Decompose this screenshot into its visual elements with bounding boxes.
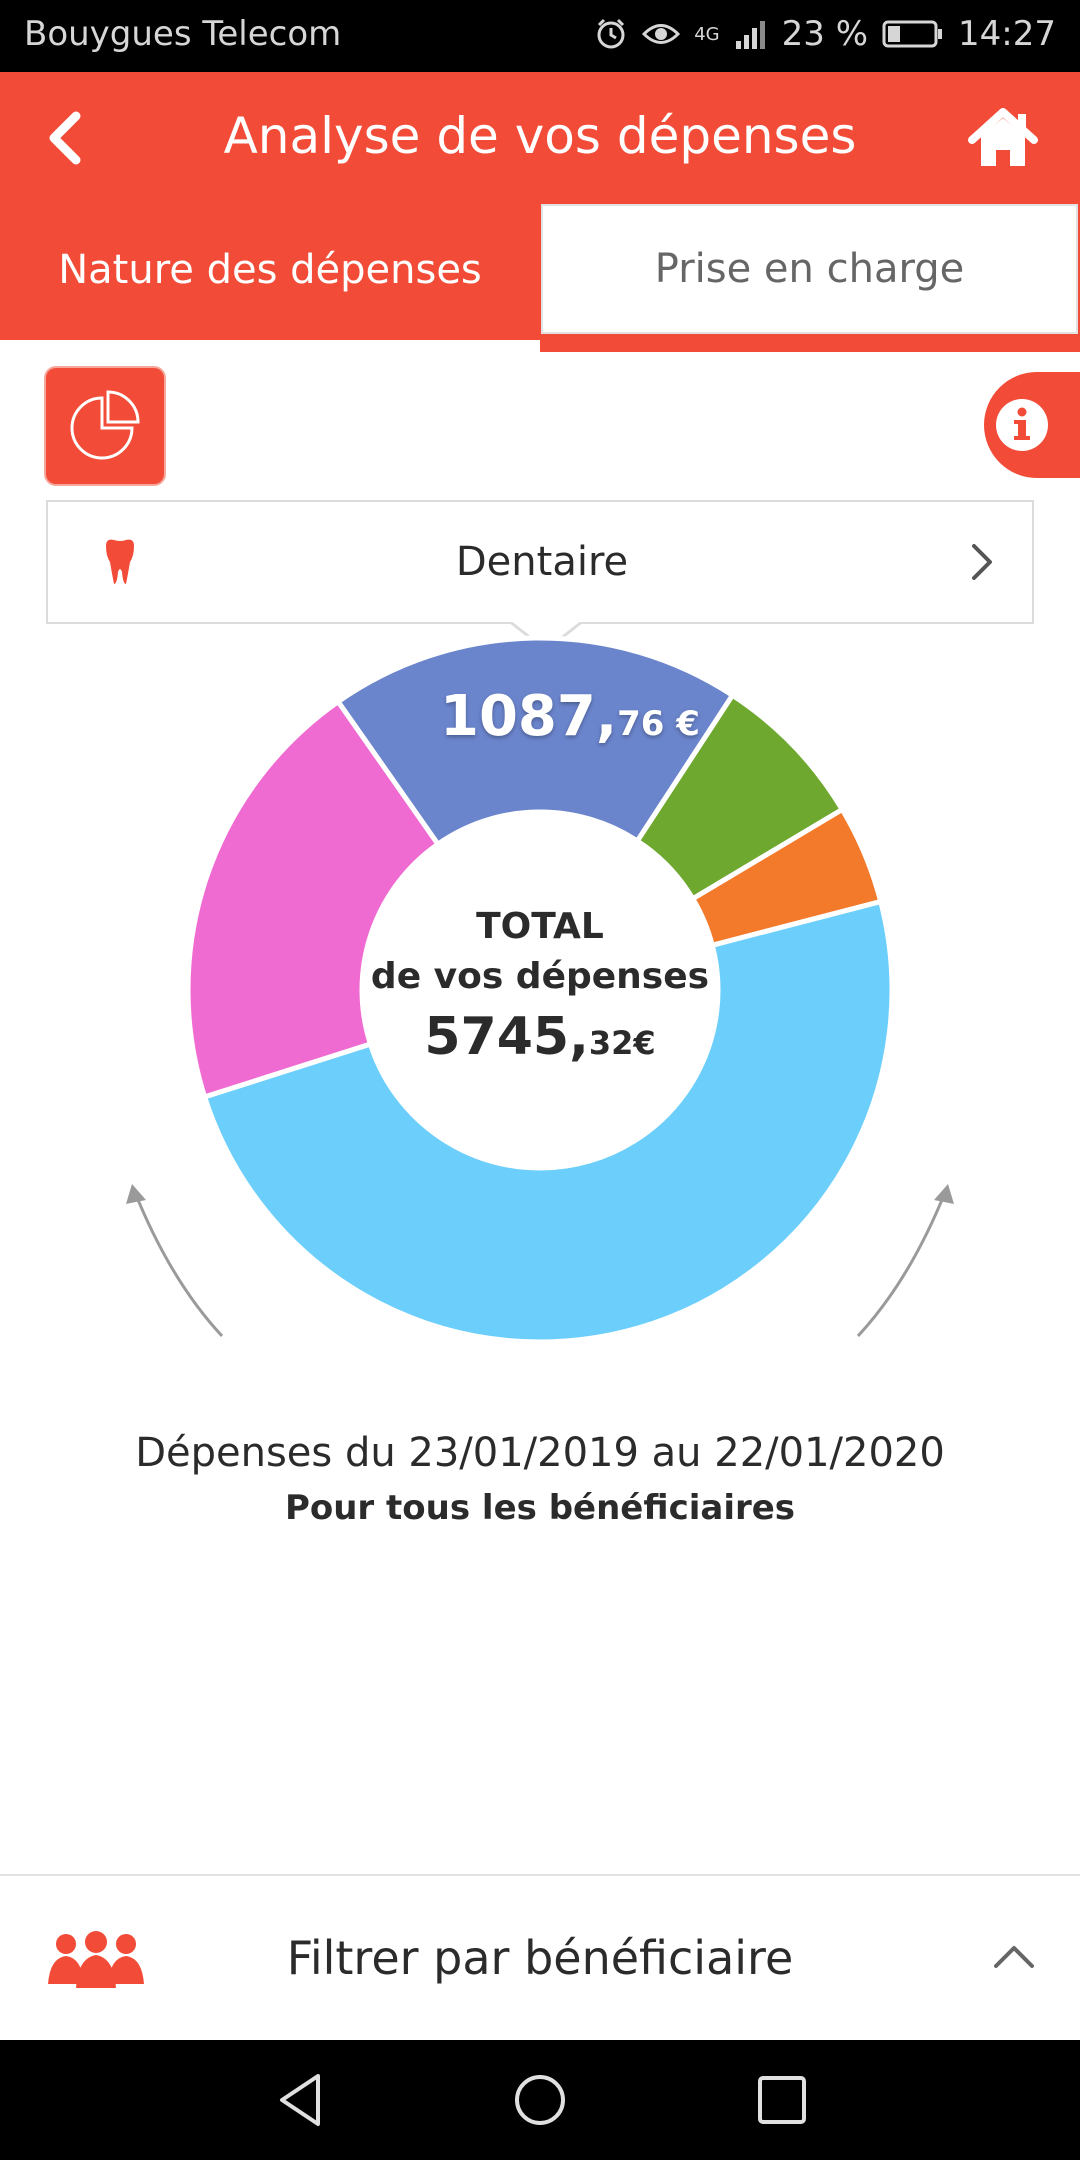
network-type: 4G <box>694 23 720 45</box>
total-title: TOTAL <box>476 906 604 947</box>
total-amount: 5745,32€ <box>340 1002 740 1078</box>
home-button[interactable] <box>966 106 1040 170</box>
donut-slice-0[interactable] <box>334 635 736 848</box>
tab-prise-en-charge[interactable]: Prise en charge <box>541 204 1078 334</box>
app-header: Analyse de vos dépenses <box>0 72 1080 200</box>
total-amount-int: 5745, <box>424 1007 589 1067</box>
category-label: Dentaire <box>455 539 629 585</box>
eye-icon <box>642 24 681 44</box>
nav-home-icon[interactable] <box>510 2070 570 2130</box>
chart-type-button[interactable] <box>46 368 164 484</box>
pie-chart-icon <box>70 390 140 460</box>
rotate-left-arrow-icon <box>126 1184 224 1338</box>
carrier-name: Bouygues Telecom <box>24 14 342 54</box>
alarm-icon <box>597 18 625 49</box>
info-icon <box>996 399 1048 451</box>
nav-recent-apps-icon[interactable] <box>752 2070 812 2130</box>
home-icon <box>968 108 1038 166</box>
status-bar: Bouygues Telecom 4G 23 % 14:27 <box>0 0 1080 72</box>
donut-chart[interactable] <box>0 620 1080 1380</box>
tab-divider <box>0 340 540 352</box>
total-amount-cents: 32€ <box>588 1024 656 1062</box>
system-nav-bar <box>0 2040 1080 2160</box>
period-label: Dépenses du 23/01/2019 au 22/01/2020 <box>135 1430 945 1476</box>
people-icon <box>48 1931 144 1988</box>
total-subtitle: de vos dépenses <box>370 956 710 997</box>
donut-slice-3[interactable] <box>201 898 895 1345</box>
signal-icon <box>735 21 765 49</box>
donut-slice-4[interactable] <box>185 698 442 1101</box>
category-selector[interactable]: Dentaire <box>46 500 1034 624</box>
filter-label: Filtrer par bénéficiaire <box>286 1931 794 1985</box>
chevron-left-icon <box>49 111 81 165</box>
active-tab-indicator <box>540 334 1080 350</box>
nav-back-icon[interactable] <box>272 2070 332 2130</box>
selected-value-cents: 76 € <box>617 704 700 744</box>
tab-bar: Nature des dépenses Prise en charge <box>0 200 1080 352</box>
filter-by-beneficiary-bar[interactable]: Filtrer par bénéficiaire <box>0 1874 1080 2040</box>
beneficiaries-label: Pour tous les bénéficiaires <box>284 1488 796 1528</box>
tab-nature-des-depenses[interactable]: Nature des dépenses <box>58 247 482 293</box>
selected-value-int: 1087, <box>440 684 618 749</box>
chevron-up-icon[interactable] <box>992 1940 1036 1970</box>
tooth-icon <box>106 539 134 584</box>
page-title: Analyse de vos dépenses <box>223 107 857 165</box>
battery-icon <box>882 20 943 48</box>
donut-slices <box>185 635 895 1345</box>
rotate-right-arrow-icon <box>856 1184 954 1338</box>
info-button[interactable] <box>984 372 1080 478</box>
back-button[interactable] <box>36 108 96 168</box>
selected-segment-value: 1087,76 € <box>440 684 700 749</box>
status-icons: 4G 23 % 14:27 <box>594 14 1056 54</box>
clock: 14:27 <box>958 14 1056 54</box>
battery-percent: 23 % <box>781 14 869 54</box>
chevron-right-icon[interactable] <box>966 542 996 582</box>
donut-center-label: TOTAL de vos dépenses 5745,32€ <box>340 902 740 1078</box>
